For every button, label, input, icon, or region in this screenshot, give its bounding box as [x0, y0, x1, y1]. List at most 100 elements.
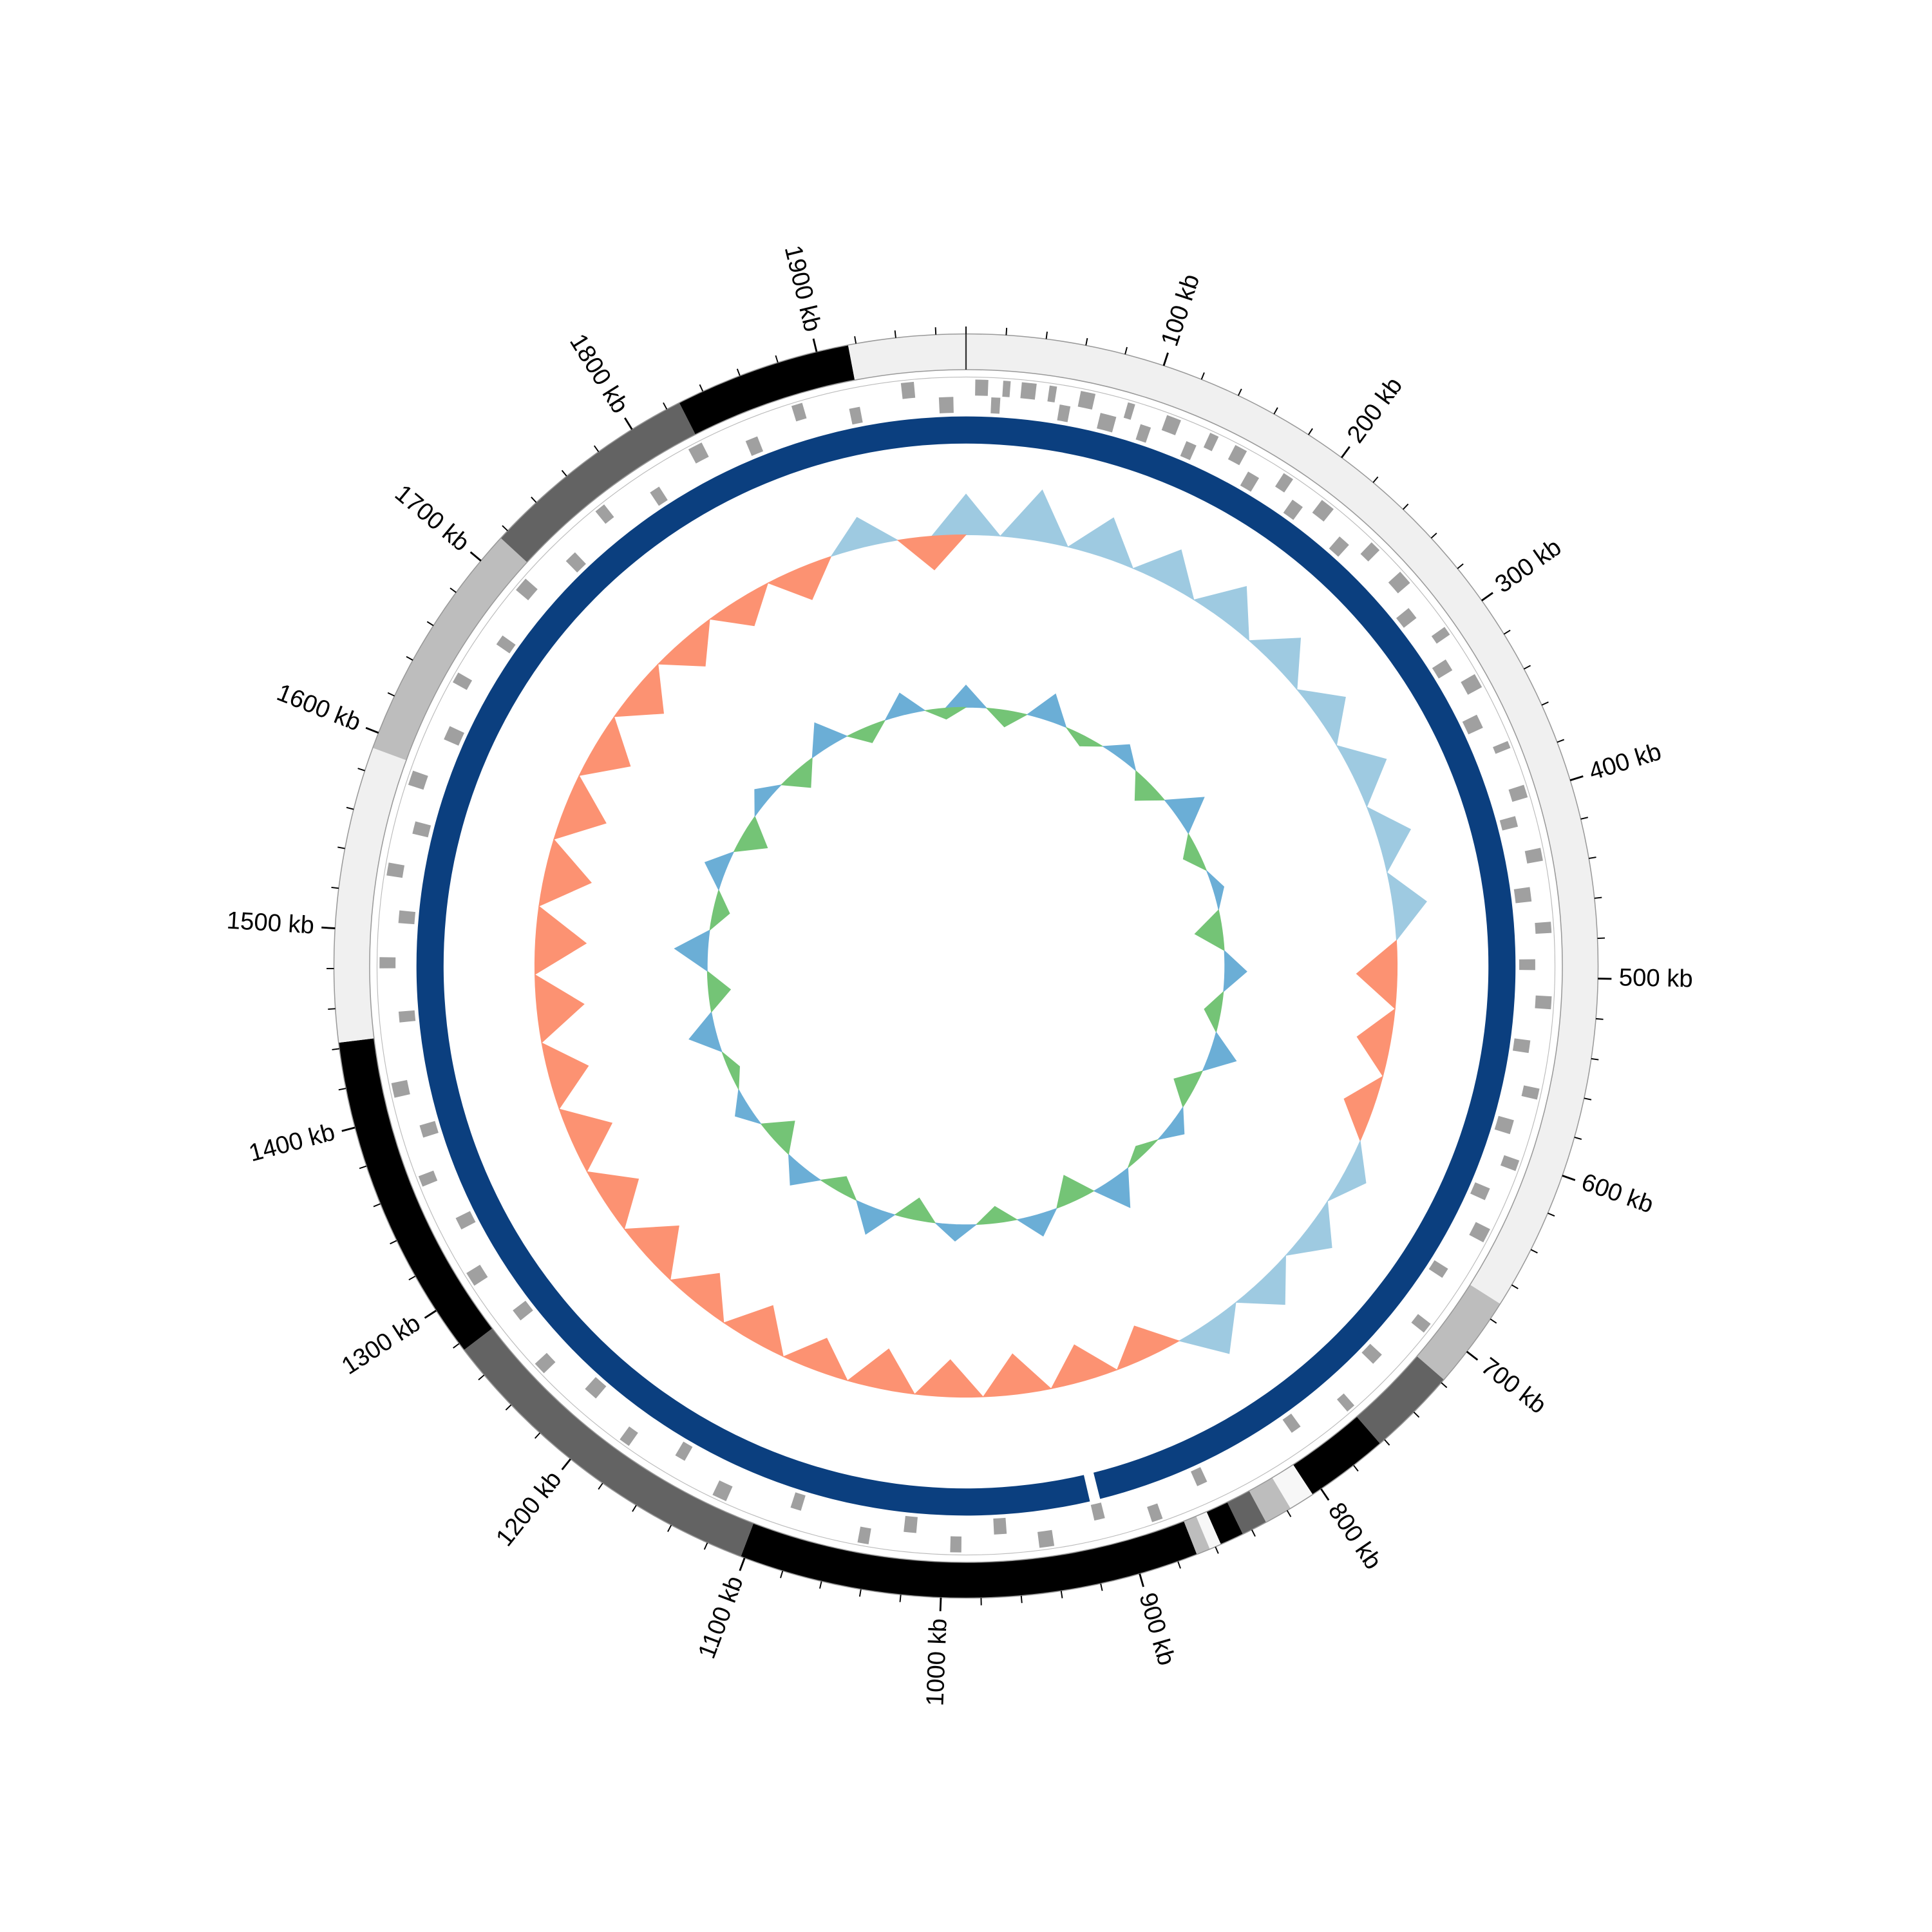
gene: [412, 821, 431, 838]
tick-label: 1500 kb: [226, 907, 315, 940]
signal-spike: [846, 1348, 916, 1395]
signal-spike: [613, 663, 665, 717]
signal-spike: [1248, 638, 1302, 690]
major-tick: [365, 726, 379, 734]
gene: [857, 1526, 871, 1545]
gene: [790, 1492, 806, 1511]
minor-tick: [357, 768, 365, 772]
signal-spike: [767, 556, 832, 600]
signal-spike: [1204, 990, 1224, 1034]
major-tick: [812, 338, 818, 352]
gene: [1512, 1038, 1531, 1054]
signal-spike: [1223, 949, 1247, 992]
signal-spike: [819, 1176, 857, 1201]
minor-tick: [593, 445, 600, 452]
gene: [1283, 499, 1303, 520]
gene: [535, 1352, 556, 1374]
signal-spike: [1343, 1075, 1384, 1142]
gene: [1282, 1413, 1301, 1433]
gene: [1535, 922, 1552, 934]
tick-label: 1000 kb: [921, 1618, 952, 1707]
signal-spike: [1016, 1208, 1057, 1237]
signal-spike: [733, 815, 768, 853]
signal-spike: [754, 784, 782, 818]
signal-spike: [846, 719, 886, 743]
major-tick: [1139, 1573, 1144, 1587]
region: [1417, 1284, 1501, 1380]
gene: [1123, 402, 1135, 420]
minor-tick: [502, 525, 508, 531]
gene: [1428, 1260, 1448, 1278]
minor-tick: [531, 497, 537, 503]
signal-spike: [982, 1353, 1052, 1397]
minor-tick: [632, 1504, 637, 1512]
major-tick: [469, 551, 482, 562]
minor-tick: [858, 1589, 862, 1597]
gene: [1432, 659, 1453, 679]
minor-tick: [1503, 629, 1511, 635]
gene: [1493, 741, 1511, 754]
signal-spike: [657, 618, 710, 667]
gene: [1521, 1085, 1540, 1100]
tick-label: 500 kb: [1618, 963, 1693, 992]
signal-spike: [1101, 744, 1137, 772]
minor-tick: [387, 692, 395, 697]
minor-tick: [1251, 1529, 1256, 1537]
gene: [1227, 445, 1247, 466]
minor-tick: [780, 1571, 784, 1578]
major-tick: [1569, 775, 1584, 781]
region: [848, 334, 966, 381]
major-tick: [1562, 1175, 1576, 1181]
minor-tick: [406, 656, 413, 661]
signal-spike: [1164, 797, 1205, 835]
major-tick: [1481, 592, 1493, 601]
gene: [1275, 473, 1293, 493]
minor-tick: [561, 469, 567, 477]
gene: [1135, 424, 1151, 443]
minor-tick: [450, 587, 457, 593]
minor-tick: [598, 1482, 603, 1490]
signal-spike: [578, 715, 631, 776]
signal-spike: [985, 707, 1028, 728]
signal-spike: [1235, 1255, 1286, 1305]
signal-spike: [934, 1222, 978, 1242]
signal-spike: [1386, 871, 1427, 942]
gene-track-outline: [376, 376, 1556, 1556]
signal-spike: [1193, 586, 1249, 641]
signal-spike: [706, 970, 732, 1013]
minor-tick: [1308, 428, 1313, 435]
minor-tick: [663, 402, 668, 410]
major-tick: [1162, 352, 1169, 366]
minor-tick: [1215, 1546, 1219, 1554]
minor-tick: [899, 1595, 902, 1602]
minor-tick: [331, 886, 339, 889]
signal-spike: [1056, 1175, 1095, 1209]
minor-tick: [775, 355, 779, 363]
signal-spike: [586, 1171, 639, 1230]
minor-tick: [1237, 388, 1242, 396]
signal-spike: [534, 974, 585, 1044]
signal-spike: [811, 722, 848, 759]
signal-spike: [896, 534, 967, 571]
gene: [975, 379, 989, 396]
minor-tick: [1490, 1318, 1497, 1324]
gene: [1508, 784, 1528, 802]
gene: [1097, 413, 1117, 433]
signal-spike: [1173, 1070, 1204, 1108]
region: [1196, 1511, 1221, 1549]
minor-tick: [478, 1374, 485, 1381]
minor-tick: [373, 1203, 381, 1208]
gene: [452, 672, 473, 690]
minor-tick: [1580, 817, 1589, 820]
minor-tick: [453, 1343, 460, 1349]
signal-spike: [623, 1225, 679, 1281]
gene: [1312, 500, 1334, 522]
signal-spike: [1366, 806, 1412, 874]
gene: [496, 635, 516, 654]
gene: [1431, 627, 1450, 644]
minor-tick: [1591, 1057, 1599, 1061]
signal-spike: [830, 516, 899, 557]
minor-tick: [736, 368, 741, 376]
